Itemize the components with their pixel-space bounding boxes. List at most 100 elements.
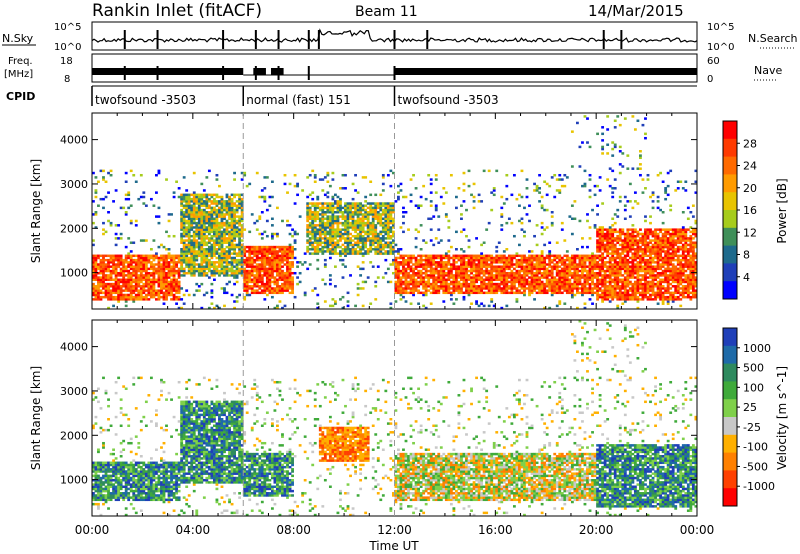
echo-cell bbox=[379, 237, 383, 240]
echo-cell bbox=[175, 289, 179, 292]
echo-cell bbox=[374, 208, 378, 212]
echo-cell bbox=[273, 250, 277, 253]
echo-cell bbox=[220, 267, 224, 271]
echo-cell bbox=[598, 293, 602, 297]
echo-cell bbox=[263, 261, 267, 264]
echo-cell bbox=[371, 213, 375, 216]
echo-cell bbox=[626, 200, 630, 203]
echo-cell bbox=[495, 269, 499, 273]
echo-cell bbox=[414, 204, 418, 207]
echo-cell bbox=[220, 206, 224, 210]
echo-cell bbox=[611, 291, 615, 295]
echo-cell bbox=[578, 280, 582, 284]
echo-cell bbox=[142, 265, 146, 268]
echo-cell bbox=[167, 274, 171, 277]
echo-cell bbox=[286, 256, 289, 260]
echo-cell bbox=[394, 276, 398, 279]
echo-cell bbox=[155, 252, 158, 255]
echo-cell bbox=[165, 298, 168, 301]
echo-cell bbox=[455, 254, 458, 258]
echo-cell bbox=[276, 271, 279, 275]
echo-cell bbox=[598, 239, 602, 242]
echo-cell bbox=[306, 195, 310, 199]
echo-cell bbox=[238, 250, 242, 253]
echo-cell bbox=[197, 265, 201, 268]
echo-cell bbox=[240, 232, 244, 236]
echo-cell bbox=[336, 217, 340, 221]
echo-cell bbox=[218, 232, 221, 236]
echo-cell bbox=[210, 274, 214, 277]
echo-cell bbox=[117, 271, 121, 275]
echo-cell bbox=[144, 282, 148, 286]
echo-cell bbox=[240, 256, 244, 260]
echo-cell bbox=[548, 252, 552, 255]
echo-cell bbox=[248, 250, 252, 253]
echo-cell bbox=[452, 285, 456, 288]
echo-cell bbox=[520, 217, 524, 221]
echo-cell bbox=[386, 237, 390, 240]
echo-cell bbox=[152, 265, 156, 268]
echo-cell bbox=[487, 221, 491, 225]
echo-cell bbox=[540, 252, 544, 255]
echo-cell bbox=[109, 271, 113, 275]
echo-cell bbox=[601, 265, 605, 268]
echo-cell bbox=[399, 276, 403, 279]
echo-cell bbox=[618, 200, 622, 203]
beam-title: Beam 11 bbox=[355, 4, 418, 20]
echo-cell bbox=[283, 282, 287, 286]
echo-cell bbox=[258, 285, 262, 288]
echo-cell bbox=[228, 208, 231, 212]
echo-cell bbox=[238, 261, 242, 264]
echo-cell bbox=[162, 280, 166, 284]
echo-cell bbox=[102, 295, 105, 299]
echo-cell bbox=[258, 274, 262, 277]
echo-cell bbox=[197, 224, 201, 227]
echo-cell bbox=[192, 271, 196, 275]
echo-cell bbox=[220, 263, 224, 266]
echo-cell bbox=[613, 285, 617, 288]
echo-cell bbox=[139, 239, 143, 242]
echo-cell bbox=[175, 280, 179, 284]
echo-cell bbox=[215, 226, 219, 229]
echo-cell bbox=[200, 230, 204, 234]
echo-cell bbox=[502, 274, 506, 277]
echo-cell bbox=[351, 224, 355, 227]
echo-cell bbox=[581, 265, 584, 268]
echo-cell bbox=[356, 293, 360, 297]
echo-cell bbox=[550, 215, 554, 218]
echo-cell bbox=[356, 208, 360, 212]
echo-cell bbox=[480, 254, 484, 258]
echo-cell bbox=[530, 285, 534, 288]
echo-cell bbox=[548, 278, 552, 281]
echo-cell bbox=[465, 265, 468, 268]
echo-cell bbox=[172, 254, 176, 258]
echo-cell bbox=[613, 289, 617, 292]
echo-cell bbox=[157, 269, 161, 273]
echo-cell bbox=[142, 285, 146, 288]
echo-cell bbox=[578, 269, 582, 273]
echo-cell bbox=[228, 261, 231, 264]
echo-cell bbox=[596, 295, 599, 299]
echo-cell bbox=[626, 267, 630, 271]
echo-cell bbox=[200, 204, 204, 207]
echo-cell bbox=[334, 206, 337, 210]
echo-cell bbox=[364, 211, 368, 214]
echo-cell bbox=[313, 252, 317, 255]
echo-cell bbox=[409, 261, 413, 264]
echo-cell bbox=[402, 289, 405, 292]
echo-cell bbox=[253, 274, 257, 277]
echo-cell bbox=[480, 252, 484, 255]
echo-cell bbox=[306, 217, 310, 221]
echo-cell bbox=[117, 254, 121, 258]
echo-cell bbox=[611, 265, 615, 268]
echo-cell bbox=[482, 258, 486, 262]
echo-cell bbox=[548, 250, 552, 253]
echo-cell bbox=[331, 230, 335, 234]
echo-cell bbox=[586, 278, 589, 281]
echo-cell bbox=[218, 202, 221, 205]
echo-cell bbox=[175, 180, 179, 183]
echo-cell bbox=[487, 256, 491, 260]
echo-cell bbox=[550, 221, 554, 225]
echo-cell bbox=[394, 271, 398, 275]
